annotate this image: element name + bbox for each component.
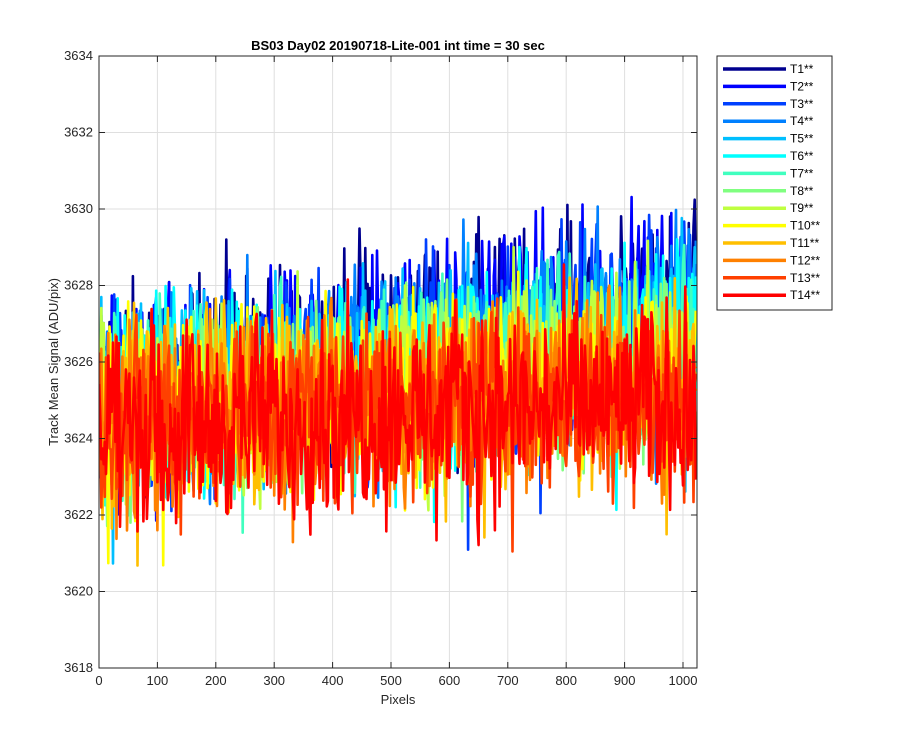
y-tick-label: 3630	[64, 201, 93, 216]
legend-label: T6**	[790, 149, 814, 163]
legend-label: T11**	[790, 236, 819, 250]
y-tick-label: 3618	[64, 660, 93, 675]
legend-entry: T11**	[723, 236, 819, 250]
x-tick-label: 300	[263, 673, 285, 688]
x-tick-label: 700	[497, 673, 519, 688]
y-tick-label: 3634	[64, 48, 93, 63]
y-tick-label: 3620	[64, 584, 93, 599]
legend-label: T7**	[790, 166, 814, 180]
legend-label: T1**	[790, 62, 814, 76]
y-tick-label: 3626	[64, 354, 93, 369]
legend-entry: T10**	[723, 219, 820, 233]
x-tick-label: 800	[555, 673, 577, 688]
legend-entry: T3**	[723, 97, 814, 111]
legend-label: T5**	[790, 132, 814, 146]
legend-box	[716, 55, 833, 311]
legend-label: T9**	[790, 201, 814, 215]
x-tick-label: 0	[95, 673, 102, 688]
legend-entry: T8**	[723, 184, 814, 198]
y-tick-label: 3624	[64, 431, 93, 446]
x-tick-label: 900	[614, 673, 636, 688]
legend-entry: T6**	[723, 149, 814, 163]
y-tick-label: 3622	[64, 507, 93, 522]
x-tick-label: 500	[380, 673, 402, 688]
legend-label: T2**	[790, 79, 814, 93]
legend-entry: T4**	[723, 114, 814, 128]
x-tick-label: 200	[205, 673, 227, 688]
legend-label: T10**	[790, 219, 820, 233]
legend-label: T4**	[790, 114, 814, 128]
y-axis-label: Track Mean Signal (ADU/pix)	[46, 278, 61, 446]
x-axis-label: Pixels	[381, 692, 416, 707]
y-axis-ticks: 3618 3620 3622 3624 3626 3628 3630 3632 3634	[64, 48, 697, 675]
legend-entry: T12**	[723, 253, 820, 267]
series-layer	[99, 195, 697, 567]
legend-entry: T9**	[723, 201, 814, 215]
legend-entry: T1**	[723, 62, 814, 76]
x-tick-label: 100	[147, 673, 169, 688]
legend-entry: T13**	[723, 271, 820, 285]
x-tick-label: 1000	[669, 673, 698, 688]
legend-label: T13**	[790, 271, 820, 285]
legend-entry: T2**	[723, 79, 814, 93]
x-tick-label: 400	[322, 673, 344, 688]
legend-label: T3**	[790, 97, 814, 111]
legend-entry: T14**	[723, 288, 820, 302]
legend-label: T8**	[790, 184, 814, 198]
series-line-T14	[99, 263, 697, 547]
legend-entry: T7**	[723, 166, 814, 180]
chart-title: BS03 Day02 20190718-Lite-001 int time = …	[251, 38, 545, 53]
x-tick-label: 600	[439, 673, 461, 688]
x-axis-ticks: 0 100 200 300 400 500 600 700 800 900 1000	[95, 56, 697, 688]
plot-area: 0 100 200 300 400 500 600 700 800 900 1000 3618 362…	[64, 48, 698, 688]
legend-entry: T5**	[723, 132, 814, 146]
legend-label: T12**	[790, 253, 820, 267]
legend-label: T14**	[790, 288, 820, 302]
y-tick-label: 3632	[64, 125, 93, 140]
legend: T1** T2** T3** T4** T5** T6** T7** T8** T9** T10*…	[716, 55, 833, 311]
y-tick-label: 3628	[64, 278, 93, 293]
legend-items: T1** T2** T3** T4** T5** T6** T7** T8** T9** T10*…	[723, 62, 820, 302]
